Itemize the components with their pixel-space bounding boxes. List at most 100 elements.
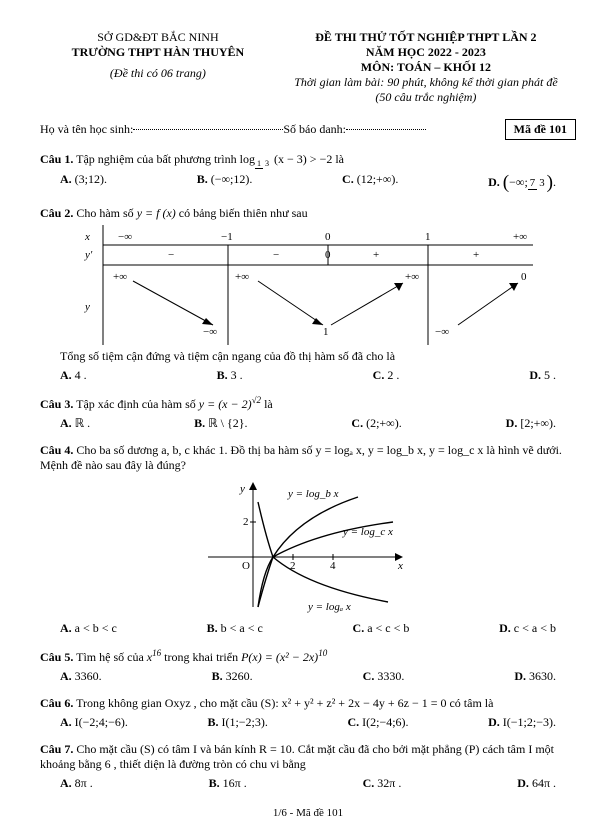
- svg-text:0: 0: [325, 231, 331, 243]
- student-row: Họ và tên học sinh: Số báo danh: Mã đề 1…: [40, 119, 576, 140]
- question-4: Câu 4. Cho ba số dương a, b, c khác 1. Đ…: [40, 443, 576, 636]
- q6-a: A. I(−2;4;−6).: [60, 715, 128, 730]
- q2-choices: A. 4 . B. 3 . C. 2 . D. 5 .: [60, 368, 556, 383]
- question-7: Câu 7. Cho mặt cầu (S) có tâm I và bán k…: [40, 742, 576, 791]
- svg-text:x: x: [397, 560, 403, 572]
- svg-text:2: 2: [243, 516, 249, 528]
- school-name: TRƯỜNG THPT HÀN THUYÊN: [72, 45, 245, 59]
- question-count: (50 câu trắc nghiệm): [375, 90, 476, 104]
- svg-text:y: y: [239, 483, 245, 495]
- q3-d: D. [2;+∞).: [506, 416, 556, 431]
- question-3: Câu 3. Tập xác định của hàm số y = (x − …: [40, 395, 576, 431]
- header-left: SỞ GD&ĐT BẮC NINH TRƯỜNG THPT HÀN THUYÊN…: [40, 30, 276, 81]
- question-1: Câu 1. Tập nghiệm của bất phương trình l…: [40, 152, 576, 194]
- q4-d: D. c < a < b: [499, 621, 556, 636]
- svg-text:+∞: +∞: [405, 271, 419, 283]
- svg-text:−: −: [168, 249, 174, 261]
- q3-choices: A. ℝ . B. ℝ \ {2}. C. (2;+∞). D. [2;+∞).: [60, 416, 556, 431]
- q5-c: C. 3330.: [363, 669, 405, 684]
- q5-choices: A. 3360. B. 3260. C. 3330. D. 3630.: [60, 669, 556, 684]
- exam-title: ĐỀ THI THỬ TỐT NGHIỆP THPT LẦN 2: [315, 30, 536, 44]
- q1-b: B. (−∞;12).: [197, 172, 253, 194]
- page-count: (Đề thi có 06 trang): [110, 66, 206, 80]
- svg-text:+∞: +∞: [235, 271, 249, 283]
- q7-c: C. 32π .: [363, 776, 402, 791]
- svg-text:O: O: [242, 560, 250, 572]
- q1-choices: A. (3;12). B. (−∞;12). C. (12;+∞). D. (−…: [60, 172, 556, 194]
- svg-text:−∞: −∞: [118, 231, 132, 243]
- q6-d: D. I(−1;2;−3).: [488, 715, 556, 730]
- q1-prefix: Câu 1.: [40, 152, 73, 166]
- svg-text:y = log_c x: y = log_c x: [342, 526, 393, 538]
- svg-text:y′: y′: [84, 249, 93, 261]
- q7-text: Câu 7. Cho mặt cầu (S) có tâm I và bán k…: [40, 742, 554, 771]
- svg-text:0: 0: [325, 249, 331, 261]
- svg-text:−1: −1: [221, 231, 233, 243]
- q6-b: B. I(1;−2;3).: [207, 715, 267, 730]
- q4-text: Câu 4. Cho ba số dương a, b, c khác 1. Đ…: [40, 443, 562, 472]
- q2-text: Câu 2. Cho hàm số y = f (x) có bảng biến…: [40, 206, 308, 220]
- q7-d: D. 64π .: [517, 776, 556, 791]
- svg-text:y: y: [84, 301, 90, 313]
- q1-c: C. (12;+∞).: [342, 172, 398, 194]
- q5-d: D. 3630.: [514, 669, 556, 684]
- q4-a: A. a < b < c: [60, 621, 117, 636]
- svg-text:1: 1: [425, 231, 431, 243]
- q2-d: D. 5 .: [529, 368, 556, 383]
- svg-text:0: 0: [521, 271, 527, 283]
- q2-c: C. 2 .: [373, 368, 400, 383]
- q6-text: Câu 6. Trong không gian Oxyz , cho mặt c…: [40, 696, 493, 710]
- svg-text:4: 4: [330, 560, 336, 572]
- page-footer: 1/6 - Mã đề 101: [40, 807, 576, 819]
- variation-table: x −∞ −1 0 1 +∞ y′ − − 0 + + y +∞ −∞ +∞ 1…: [73, 225, 543, 345]
- q2-a: A. 4 .: [60, 368, 87, 383]
- header-right: ĐỀ THI THỬ TỐT NGHIỆP THPT LẦN 2 NĂM HỌC…: [276, 30, 576, 105]
- q3-b: B. ℝ \ {2}.: [194, 416, 247, 431]
- svg-text:−∞: −∞: [435, 326, 449, 338]
- duration: Thời gian làm bài: 90 phút, không kể thờ…: [294, 75, 557, 89]
- q4-c: C. a < c < b: [353, 621, 410, 636]
- q3-a: A. ℝ .: [60, 416, 90, 431]
- svg-text:−: −: [273, 249, 279, 261]
- q5-b: B. 3260.: [212, 669, 253, 684]
- q3-c: C. (2;+∞).: [351, 416, 401, 431]
- svg-text:+: +: [373, 249, 379, 261]
- q5-a: A. 3360.: [60, 669, 102, 684]
- subject: MÔN: TOÁN – KHỐI 12: [361, 60, 491, 74]
- name-blank: [133, 129, 283, 130]
- svg-text:1: 1: [323, 326, 329, 338]
- log-chart: y x O 2 2 4 y = log_b x y = log_c x y = …: [198, 477, 418, 617]
- svg-text:+∞: +∞: [513, 231, 527, 243]
- q2-b: B. 3 .: [217, 368, 243, 383]
- question-6: Câu 6. Trong không gian Oxyz , cho mặt c…: [40, 696, 576, 730]
- question-2: Câu 2. Cho hàm số y = f (x) có bảng biến…: [40, 206, 576, 383]
- svg-text:y = logₐ x: y = logₐ x: [307, 601, 351, 613]
- num-label: Số báo danh:: [283, 122, 346, 137]
- q7-a: A. 8π .: [60, 776, 93, 791]
- q7-choices: A. 8π . B. 16π . C. 32π . D. 64π .: [60, 776, 556, 791]
- q4-choices: A. a < b < c B. b < a < c C. a < c < b D…: [60, 621, 556, 636]
- q1-a: A. (3;12).: [60, 172, 107, 194]
- q6-c: C. I(2;−4;6).: [347, 715, 408, 730]
- num-blank: [346, 129, 426, 130]
- exam-code: Mã đề 101: [505, 119, 576, 140]
- school-dept: SỞ GD&ĐT BẮC NINH: [40, 30, 276, 45]
- q2-note: Tổng số tiệm cận đứng và tiệm cận ngang …: [60, 349, 576, 364]
- q5-text: Câu 5. Tìm hệ số của x16 trong khai triể…: [40, 650, 327, 664]
- svg-text:x: x: [84, 231, 90, 243]
- name-label: Họ và tên học sinh:: [40, 122, 133, 137]
- school-year: NĂM HỌC 2022 - 2023: [366, 45, 486, 59]
- q1-d: D. (−∞;73).: [488, 172, 556, 194]
- page-header: SỞ GD&ĐT BẮC NINH TRƯỜNG THPT HÀN THUYÊN…: [40, 30, 576, 105]
- q7-b: B. 16π .: [209, 776, 247, 791]
- q6-choices: A. I(−2;4;−6). B. I(1;−2;3). C. I(2;−4;6…: [60, 715, 556, 730]
- svg-text:+∞: +∞: [113, 271, 127, 283]
- q4-b: B. b < a < c: [207, 621, 263, 636]
- svg-text:−∞: −∞: [203, 326, 217, 338]
- question-5: Câu 5. Tìm hệ số của x16 trong khai triể…: [40, 648, 576, 684]
- q3-text: Câu 3. Tập xác định của hàm số y = (x − …: [40, 397, 273, 411]
- q1-tail: (x − 3) > −2 là: [274, 152, 344, 166]
- q1-text: Tập nghiệm của bất phương trình log: [76, 152, 255, 166]
- svg-text:y = log_b x: y = log_b x: [287, 488, 339, 500]
- svg-text:+: +: [473, 249, 479, 261]
